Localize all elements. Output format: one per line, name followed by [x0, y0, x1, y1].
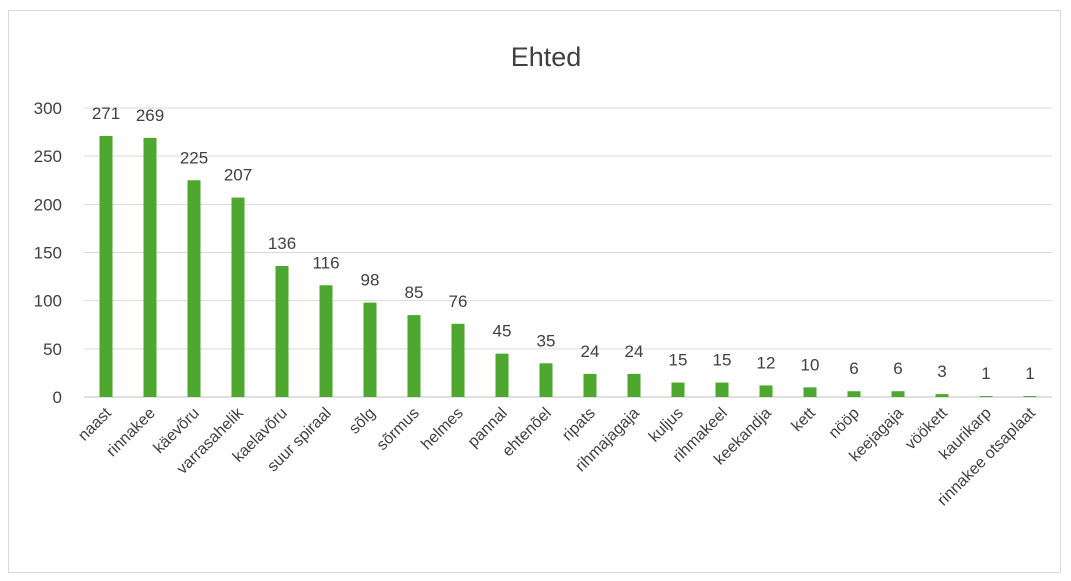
bar: [232, 198, 245, 397]
data-label: 10: [801, 355, 820, 374]
data-label: 269: [136, 106, 164, 125]
y-tick-label: 250: [34, 147, 62, 166]
data-label: 3: [937, 362, 946, 381]
x-tick-label: sõlg: [346, 405, 379, 438]
x-tick-label: kett: [789, 404, 820, 435]
x-tick-label: sõrmus: [374, 405, 423, 454]
data-label: 1: [981, 364, 990, 383]
bar: [408, 315, 421, 397]
data-label: 12: [757, 353, 776, 372]
y-tick-label: 50: [43, 340, 62, 359]
data-label: 116: [312, 253, 339, 272]
data-label: 15: [713, 351, 732, 370]
data-label: 6: [893, 359, 902, 378]
bar: [100, 136, 113, 397]
bar: [716, 383, 729, 397]
data-label: 207: [224, 166, 252, 185]
y-tick-label: 200: [34, 195, 62, 214]
bar: [980, 396, 993, 397]
bar: [848, 391, 861, 397]
data-label: 225: [180, 148, 208, 167]
data-label: 271: [92, 104, 120, 123]
data-label: 1: [1025, 364, 1034, 383]
bar: [188, 180, 201, 397]
x-tick-label: ripats: [559, 405, 599, 445]
bar: [760, 385, 773, 397]
bar: [144, 138, 157, 397]
x-tick-label: nööp: [826, 405, 863, 442]
gridlines: [84, 108, 1052, 397]
bar: [584, 374, 597, 397]
data-label: 24: [581, 342, 600, 361]
data-label: 6: [849, 359, 858, 378]
bar: [276, 266, 289, 397]
x-tick-label: kuljus: [646, 405, 687, 446]
bar: [320, 285, 333, 397]
data-label: 136: [268, 234, 296, 253]
bar: [364, 303, 377, 397]
data-label: 85: [405, 283, 424, 302]
y-tick-label: 0: [53, 388, 62, 407]
bar: [540, 363, 553, 397]
data-label: 98: [361, 271, 380, 290]
data-label: 24: [625, 342, 644, 361]
x-tick-label: rinnakee: [103, 405, 158, 460]
data-label: 15: [669, 351, 688, 370]
y-axis-ticks: 0 50 100 150 200 250 300: [34, 99, 62, 407]
x-tick-label: naast: [75, 404, 115, 444]
chart-title: Ehted: [511, 42, 582, 72]
bar: [892, 391, 905, 397]
x-axis-ticks: naastrinnakeekäevõruvarrasahelikkaelavõr…: [75, 404, 1039, 509]
data-label: 45: [493, 322, 512, 341]
x-tick-label: ehtenõel: [499, 405, 554, 460]
bar: [936, 394, 949, 397]
bar: [672, 383, 685, 397]
y-tick-label: 300: [34, 99, 62, 118]
bar: [1024, 396, 1037, 397]
bar: [496, 354, 509, 397]
x-tick-label: helmes: [418, 405, 466, 453]
data-label: 76: [449, 292, 468, 311]
bar: [628, 374, 641, 397]
bar: [452, 324, 465, 397]
y-tick-label: 150: [34, 244, 62, 263]
y-tick-label: 100: [34, 292, 62, 311]
bar: [804, 387, 817, 397]
data-label: 35: [537, 331, 556, 350]
